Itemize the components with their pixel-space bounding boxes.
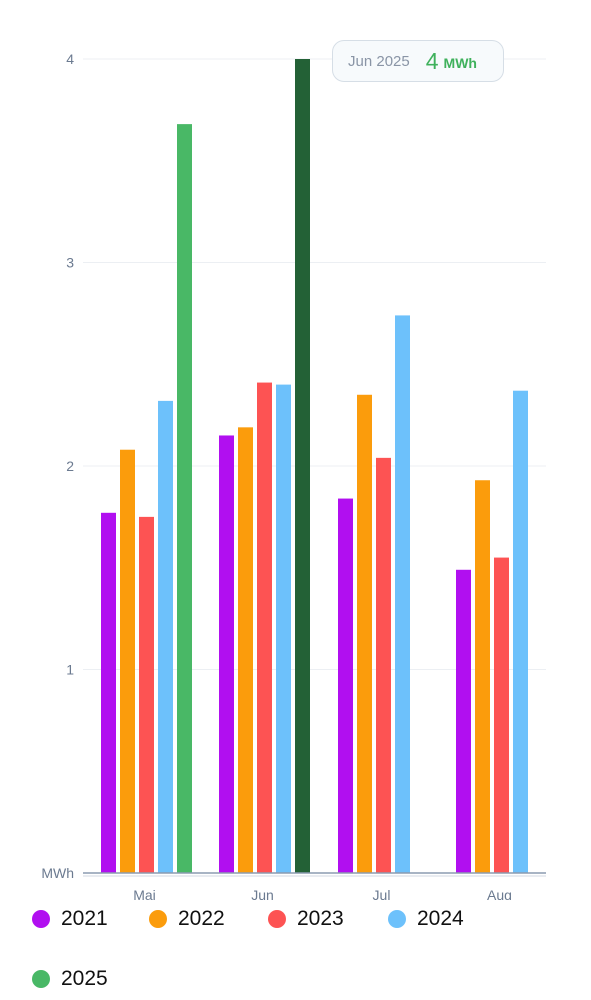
- bar-2021-aug: [456, 569, 471, 873]
- legend-item-2024[interactable]: 2024: [388, 904, 464, 934]
- bar-2021-jul: [338, 498, 353, 873]
- tooltip-unit: MWh: [443, 54, 477, 71]
- legend-label: 2024: [417, 907, 464, 930]
- bar-2025-jun: [295, 59, 310, 873]
- y-tick-label: 3: [66, 255, 74, 271]
- chart-tooltip: Jun 2025 4 MWh: [332, 40, 504, 82]
- bar-2022-jun: [238, 427, 253, 873]
- legend-label: 2022: [178, 907, 225, 930]
- x-tick-label: Jul: [373, 887, 391, 900]
- bar-2024-aug: [513, 390, 528, 873]
- bar-2024-jul: [395, 315, 410, 873]
- bar-2023-mai: [139, 516, 154, 873]
- bar-2024-mai: [158, 400, 173, 873]
- y-tick-label: 1: [66, 662, 74, 678]
- legend-item-2022[interactable]: 2022: [149, 904, 225, 934]
- y-tick-label: 4: [66, 51, 74, 67]
- chart-canvas: 1 2 3 4 MWh Mai Jun Jul Aug: [41, 51, 546, 900]
- legend-dot: [32, 910, 50, 928]
- x-tick-label: Jun: [251, 887, 274, 900]
- bar-2023-jun: [257, 382, 272, 873]
- bar-2022-jul: [357, 394, 372, 873]
- legend-dot: [268, 910, 286, 928]
- tooltip-value: 4: [425, 47, 439, 74]
- legend-item-2021[interactable]: 2021: [32, 904, 108, 934]
- legend-item-2025[interactable]: 2025: [32, 964, 108, 994]
- bar-2023-jul: [376, 457, 391, 873]
- legend-dot: [149, 910, 167, 928]
- bar-2021-jun: [219, 435, 234, 873]
- legend-label: 2023: [297, 907, 344, 930]
- y-tick-label: 2: [66, 458, 74, 474]
- legend-dot: [388, 910, 406, 928]
- bar-2021-mai: [101, 512, 116, 873]
- legend-label: 2025: [61, 967, 108, 990]
- bar-2022-aug: [475, 480, 490, 873]
- legend-label: 2021: [61, 907, 108, 930]
- x-tick-label: Mai: [133, 887, 156, 900]
- bar-2023-aug: [494, 557, 509, 873]
- y-unit-label: MWh: [41, 865, 74, 881]
- bar-2022-mai: [120, 449, 135, 873]
- legend-item-2023[interactable]: 2023: [268, 904, 344, 934]
- bar-2025-mai: [177, 124, 192, 874]
- tooltip-period: Jun 2025: [348, 52, 410, 70]
- legend-dot: [32, 970, 50, 988]
- bar-2024-jun: [276, 384, 291, 873]
- x-tick-label: Aug: [487, 887, 512, 900]
